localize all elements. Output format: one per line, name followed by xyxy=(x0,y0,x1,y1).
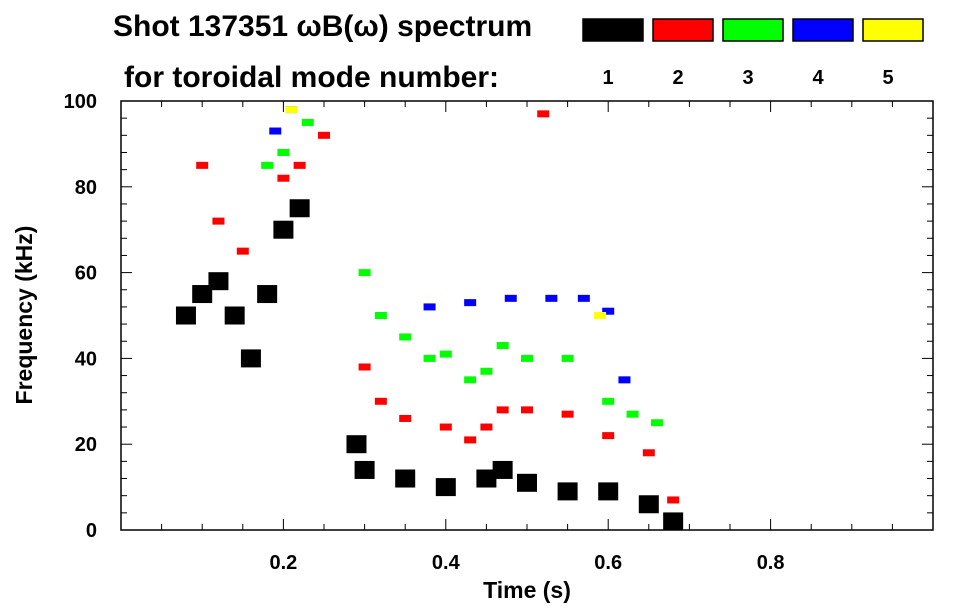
y-tick-label: 0 xyxy=(86,520,97,542)
legend-swatch-4 xyxy=(792,18,854,42)
legend-label-3: 3 xyxy=(742,67,753,89)
series-n1-point-3 xyxy=(224,306,245,325)
series-n1-point-12 xyxy=(476,469,497,488)
y-tick-label: 100 xyxy=(64,91,97,113)
series-n3-point-2 xyxy=(301,118,314,126)
series-n1 xyxy=(175,199,684,531)
series-n2-point-7 xyxy=(374,397,387,405)
series-n3-point-1 xyxy=(277,148,290,156)
series-n3-point-11 xyxy=(521,354,533,362)
series-n3-point-6 xyxy=(423,354,436,362)
x-axis-label: Time (s) xyxy=(483,577,571,603)
series-n2-point-18 xyxy=(537,110,550,118)
series-n2-point-4 xyxy=(293,161,306,169)
series-n3-point-12 xyxy=(561,354,574,362)
series-n5 xyxy=(285,106,607,319)
series-n3-point-15 xyxy=(650,419,663,427)
series-n2-point-11 xyxy=(480,423,493,431)
series-n3-point-3 xyxy=(358,269,371,277)
series-n4-point-6 xyxy=(577,294,590,302)
y-tick-label: 60 xyxy=(75,263,97,285)
legend-swatch-5 xyxy=(862,18,924,42)
series-n2-point-13 xyxy=(521,406,533,414)
series-n1-point-11 xyxy=(435,478,456,497)
series-n4 xyxy=(269,106,631,384)
series-n1-point-1 xyxy=(192,285,213,304)
legend-label-4: 4 xyxy=(812,67,824,89)
series-n1-point-5 xyxy=(257,285,278,304)
series-n1-point-6 xyxy=(273,220,294,239)
series-n3-point-5 xyxy=(399,333,412,341)
series-n5-point-1 xyxy=(594,312,607,319)
series-n2-point-6 xyxy=(358,363,371,371)
spectrogram-data xyxy=(175,106,684,531)
series-n5-point-0 xyxy=(285,106,298,114)
series-n1-point-16 xyxy=(598,482,619,501)
series-n1-point-4 xyxy=(240,349,261,368)
series-n1-point-10 xyxy=(395,469,416,488)
series-n1-point-13 xyxy=(492,460,513,479)
series-n3-point-14 xyxy=(626,410,639,418)
legend-swatch-1 xyxy=(582,18,644,42)
series-n2-point-10 xyxy=(464,436,477,444)
series-n2-point-0 xyxy=(196,161,209,169)
series-n3-point-4 xyxy=(374,312,387,319)
series-n3-point-10 xyxy=(496,342,509,350)
series-n4-point-3 xyxy=(464,299,477,307)
series-n4-point-7 xyxy=(602,307,615,315)
legend: 1 2 3 4 5 xyxy=(582,18,924,89)
series-n2-point-1 xyxy=(212,217,225,225)
y-tick-label: 40 xyxy=(75,348,97,370)
series-n3-point-0 xyxy=(261,161,274,169)
series-n4-point-2 xyxy=(423,303,436,311)
series-n2-point-5 xyxy=(318,131,330,139)
chart-title-line1: Shot 137351 ωB(ω) spectrum xyxy=(113,10,532,43)
series-n1-point-14 xyxy=(517,473,537,492)
series-n1-point-7 xyxy=(289,199,310,218)
x-tick-label: 0.4 xyxy=(432,552,461,574)
series-n2-point-12 xyxy=(496,406,509,414)
legend-label-1: 1 xyxy=(602,67,613,89)
legend-swatch-3 xyxy=(722,18,784,42)
series-n1-point-8 xyxy=(346,435,367,454)
series-n2 xyxy=(196,110,680,504)
axis-ticks: 0.2 0.4 0.6 0.8 0 20 40 60 80 100 xyxy=(64,91,933,574)
series-n3-point-9 xyxy=(480,367,493,375)
x-tick-label: 0.8 xyxy=(757,552,785,574)
legend-label-5: 5 xyxy=(882,67,893,89)
series-n2-point-8 xyxy=(399,414,412,422)
chart-title-line2: for toroidal mode number: xyxy=(124,61,499,94)
series-n4-point-0 xyxy=(269,127,282,135)
series-n4-point-5 xyxy=(545,294,558,302)
series-n1-point-15 xyxy=(557,482,578,501)
y-tick-label: 80 xyxy=(75,177,97,199)
legend-label-2: 2 xyxy=(672,67,683,89)
series-n1-point-2 xyxy=(208,272,229,291)
series-n1-point-17 xyxy=(638,495,659,514)
series-n2-point-16 xyxy=(642,449,655,457)
series-n2-point-14 xyxy=(561,410,574,418)
y-tick-label: 20 xyxy=(75,434,97,456)
legend-swatch-2 xyxy=(652,18,714,42)
series-n1-point-0 xyxy=(175,306,196,325)
series-n1-point-9 xyxy=(354,460,375,479)
series-n2-point-15 xyxy=(602,432,615,440)
series-n4-point-8 xyxy=(618,376,631,384)
series-n2-point-2 xyxy=(236,247,249,255)
series-n1-point-18 xyxy=(663,512,684,531)
x-tick-label: 0.2 xyxy=(269,552,297,574)
series-n3 xyxy=(261,118,663,427)
series-n2-point-17 xyxy=(667,496,680,504)
series-n4-point-4 xyxy=(504,294,517,302)
y-axis-label: Frequency (kHz) xyxy=(11,226,37,405)
series-n2-point-9 xyxy=(439,423,452,431)
series-n3-point-13 xyxy=(602,397,615,405)
x-tick-label: 0.6 xyxy=(594,552,622,574)
series-n3-point-8 xyxy=(464,376,477,384)
series-n2-point-3 xyxy=(277,174,290,182)
series-n3-point-7 xyxy=(439,350,452,358)
